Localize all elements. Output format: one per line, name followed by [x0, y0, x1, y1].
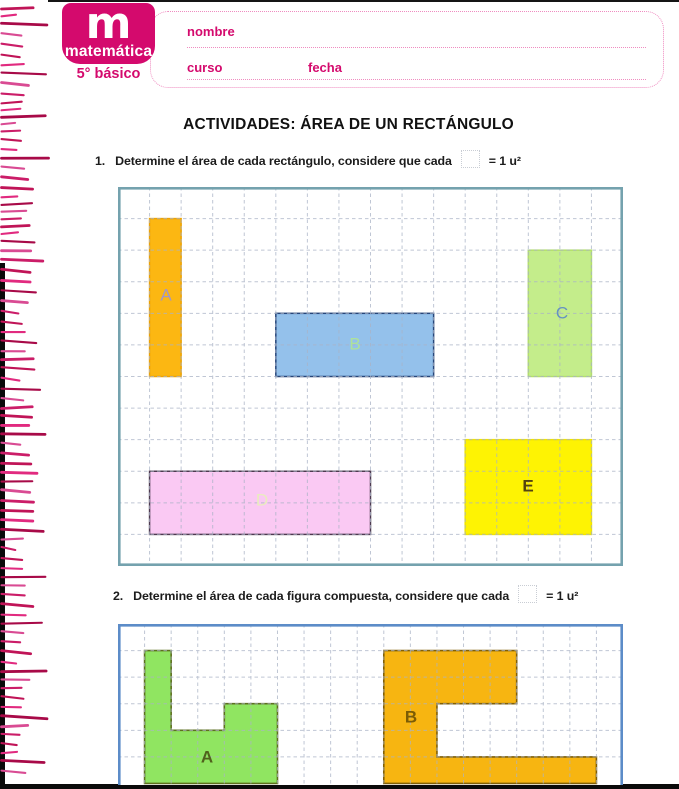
date-label: fecha: [308, 60, 342, 75]
scan-edge-bottom: [0, 784, 679, 789]
grid-border: [118, 187, 623, 566]
grid-border: [118, 624, 623, 785]
figure-label-A: A: [160, 286, 172, 305]
rectangle-A: [148, 217, 182, 378]
unit-square-icon: [460, 150, 480, 168]
unit-square-icon: [518, 585, 538, 603]
figure-label-B: B: [349, 335, 360, 354]
figure-label-C: C: [556, 304, 568, 323]
figure-label-B: B: [405, 708, 417, 727]
grid-lines: [118, 187, 623, 566]
logo-letter: m: [85, 0, 132, 49]
page-title: ACTIVIDADES: ÁREA DE UN RECTÁNGULO: [183, 116, 514, 133]
scan-edge-left: [0, 263, 5, 789]
logo-subject-label: matemática: [64, 43, 153, 60]
course-date-write-line[interactable]: [187, 78, 646, 80]
name-label: nombre: [187, 24, 235, 39]
spiral-binding-icon: [0, 6, 50, 775]
course-label: curso: [187, 60, 223, 75]
question-1-text: Determine el área de cada rectángulo, co…: [115, 154, 452, 168]
question-1: 1. Determine el área de cada rectángulo,…: [95, 150, 521, 172]
question-2-unit: = 1 u²: [546, 589, 579, 603]
student-info-box: nombre curso fecha: [150, 11, 664, 88]
question-2-number: 2.: [113, 589, 124, 603]
figure-label-E: E: [522, 477, 533, 496]
figure-label-A: A: [201, 748, 213, 767]
question-2-text: Determine el área de cada figura compues…: [133, 589, 510, 603]
question-1-unit: = 1 u²: [488, 154, 521, 168]
rectangles-grid: A B C D E: [118, 187, 623, 566]
question-1-number: 1.: [95, 154, 106, 168]
question-2: 2. Determine el área de cada figura comp…: [113, 585, 578, 607]
scan-edge-top: [48, 0, 679, 2]
composite-figures-grid: AB: [118, 624, 623, 785]
name-write-line[interactable]: [187, 46, 646, 48]
figure-label-D: D: [256, 491, 268, 510]
grid-lines: [118, 624, 623, 785]
logo-grade-label: 5° básico: [76, 66, 141, 82]
logo-matematica: m matemática: [62, 0, 155, 64]
